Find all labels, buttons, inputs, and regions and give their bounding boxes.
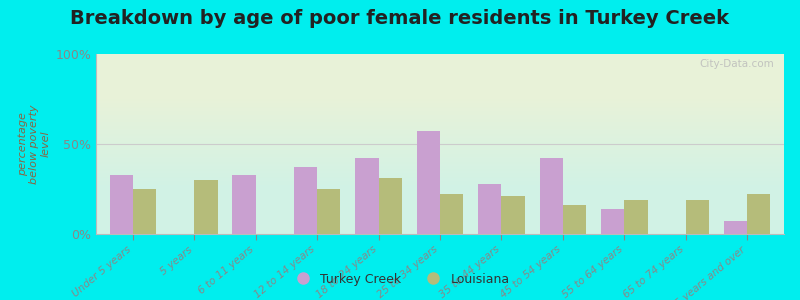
- Bar: [724, 221, 747, 234]
- Bar: [624, 200, 648, 234]
- Bar: [378, 178, 402, 234]
- Bar: [417, 131, 440, 234]
- Bar: [502, 196, 525, 234]
- Bar: [563, 205, 586, 234]
- Bar: [133, 189, 156, 234]
- Bar: [355, 158, 378, 234]
- Bar: [194, 180, 218, 234]
- Legend: Turkey Creek, Louisiana: Turkey Creek, Louisiana: [286, 268, 514, 291]
- Bar: [601, 209, 624, 234]
- Y-axis label: percentage
below poverty
level: percentage below poverty level: [18, 104, 51, 184]
- Bar: [110, 175, 133, 234]
- Bar: [317, 189, 341, 234]
- Text: Breakdown by age of poor female residents in Turkey Creek: Breakdown by age of poor female resident…: [70, 9, 730, 28]
- Bar: [440, 194, 463, 234]
- Bar: [539, 158, 563, 234]
- Bar: [478, 184, 502, 234]
- Bar: [294, 167, 317, 234]
- Bar: [232, 175, 256, 234]
- Text: City-Data.com: City-Data.com: [699, 59, 774, 69]
- Bar: [686, 200, 709, 234]
- Bar: [747, 194, 770, 234]
